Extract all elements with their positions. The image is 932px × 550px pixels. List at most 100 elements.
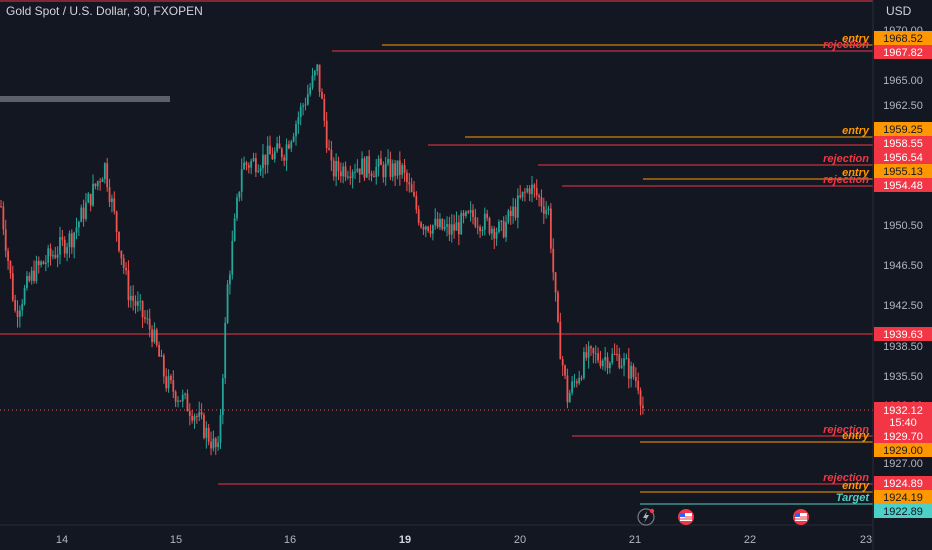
candle-body bbox=[502, 220, 505, 238]
candle-body bbox=[89, 193, 92, 206]
candle-body bbox=[344, 166, 347, 178]
candle-body bbox=[512, 206, 515, 217]
candle-body bbox=[172, 380, 175, 392]
candle-body bbox=[87, 193, 90, 203]
candle-body bbox=[297, 117, 300, 125]
candle-body bbox=[96, 181, 99, 187]
candle-body bbox=[554, 272, 557, 293]
candle-body bbox=[203, 414, 205, 438]
level-annotation: rejection bbox=[823, 174, 869, 186]
x-tick-label: 15 bbox=[170, 534, 182, 546]
candle-body bbox=[292, 136, 295, 142]
candle-body bbox=[594, 353, 597, 355]
candle-body bbox=[252, 158, 255, 162]
candle-body bbox=[11, 273, 14, 301]
candle-body bbox=[177, 400, 179, 402]
candle-body bbox=[559, 321, 562, 360]
us-flag-event-icon[interactable] bbox=[678, 509, 694, 525]
candle-body bbox=[406, 172, 408, 183]
candle-body bbox=[285, 144, 288, 161]
candle-body bbox=[309, 87, 312, 95]
candle-body bbox=[467, 211, 470, 213]
candle-body bbox=[259, 168, 262, 172]
candle-body bbox=[321, 91, 323, 99]
candlesticks bbox=[0, 63, 644, 456]
price-tag-bg bbox=[874, 122, 932, 136]
candle-body bbox=[514, 206, 517, 218]
candle-body bbox=[247, 165, 250, 168]
candle-body bbox=[170, 375, 172, 381]
candle-body bbox=[370, 173, 373, 177]
time-axis-ticks: 14 15 16 19 20 21 22 23 bbox=[56, 534, 872, 546]
candle-body bbox=[545, 210, 548, 214]
candle-body bbox=[495, 232, 498, 239]
candle-body bbox=[623, 358, 625, 366]
candle-body bbox=[332, 160, 335, 177]
candle-body bbox=[0, 206, 2, 208]
candle-body bbox=[479, 226, 481, 232]
candle-body bbox=[146, 318, 149, 320]
candle-body bbox=[304, 104, 307, 106]
candle-body bbox=[380, 158, 382, 166]
candle-body bbox=[568, 392, 571, 403]
candle-body bbox=[9, 261, 12, 274]
candle-body bbox=[592, 348, 595, 354]
candle-body bbox=[337, 160, 340, 172]
candle-body bbox=[413, 192, 415, 197]
candle-body bbox=[262, 154, 264, 169]
price-tag-bg bbox=[874, 327, 932, 341]
candle-body bbox=[509, 210, 512, 217]
candle-body bbox=[389, 159, 392, 177]
candle-body bbox=[354, 171, 356, 173]
lightning-icon[interactable] bbox=[637, 508, 655, 526]
candle-body bbox=[557, 292, 559, 322]
candle-body bbox=[339, 171, 342, 177]
candle-body bbox=[349, 176, 352, 178]
candle-body bbox=[446, 224, 448, 227]
candle-body bbox=[620, 365, 623, 368]
candle-body bbox=[625, 358, 628, 360]
candle-body bbox=[372, 176, 375, 178]
candle-body bbox=[552, 248, 555, 273]
candle-body bbox=[167, 375, 170, 389]
candle-body bbox=[129, 295, 132, 301]
price-tag-value: 1955.13 bbox=[883, 166, 923, 178]
candle-body bbox=[188, 411, 191, 416]
candle-body bbox=[217, 442, 220, 448]
candle-body bbox=[115, 211, 118, 232]
candle-body bbox=[323, 98, 326, 121]
candle-body bbox=[30, 270, 33, 281]
candle-body bbox=[165, 376, 168, 389]
candle-body bbox=[342, 166, 345, 177]
price-tag-value: 1929.70 bbox=[883, 431, 923, 443]
symbol-title[interactable]: Gold Spot / U.S. Dollar, 30, FXOPEN bbox=[6, 4, 203, 18]
x-tick-label: 22 bbox=[744, 534, 756, 546]
candle-body bbox=[420, 222, 422, 228]
candle-body bbox=[82, 207, 85, 219]
price-tag-value: 1954.48 bbox=[883, 180, 923, 192]
candle-body bbox=[59, 237, 61, 255]
candle-body bbox=[280, 148, 283, 158]
candle-body bbox=[457, 222, 460, 235]
candle-body bbox=[254, 158, 257, 172]
candle-body bbox=[193, 416, 196, 421]
candle-body bbox=[179, 400, 182, 402]
candle-body bbox=[306, 94, 309, 105]
candle-body bbox=[601, 360, 604, 367]
x-tick-label: 20 bbox=[514, 534, 526, 546]
candle-body bbox=[566, 375, 569, 403]
candle-body bbox=[214, 438, 217, 448]
us-flag-event-icon[interactable] bbox=[793, 509, 809, 525]
candle-body bbox=[111, 198, 113, 203]
candle-body bbox=[18, 310, 21, 317]
price-axis[interactable] bbox=[873, 0, 932, 550]
candle-body bbox=[335, 160, 338, 177]
candle-body bbox=[606, 356, 609, 369]
candle-body bbox=[585, 352, 588, 358]
candle-body bbox=[207, 427, 210, 442]
level-annotation: Target bbox=[836, 492, 871, 504]
candle-body bbox=[125, 267, 127, 271]
candle-body bbox=[266, 145, 269, 165]
